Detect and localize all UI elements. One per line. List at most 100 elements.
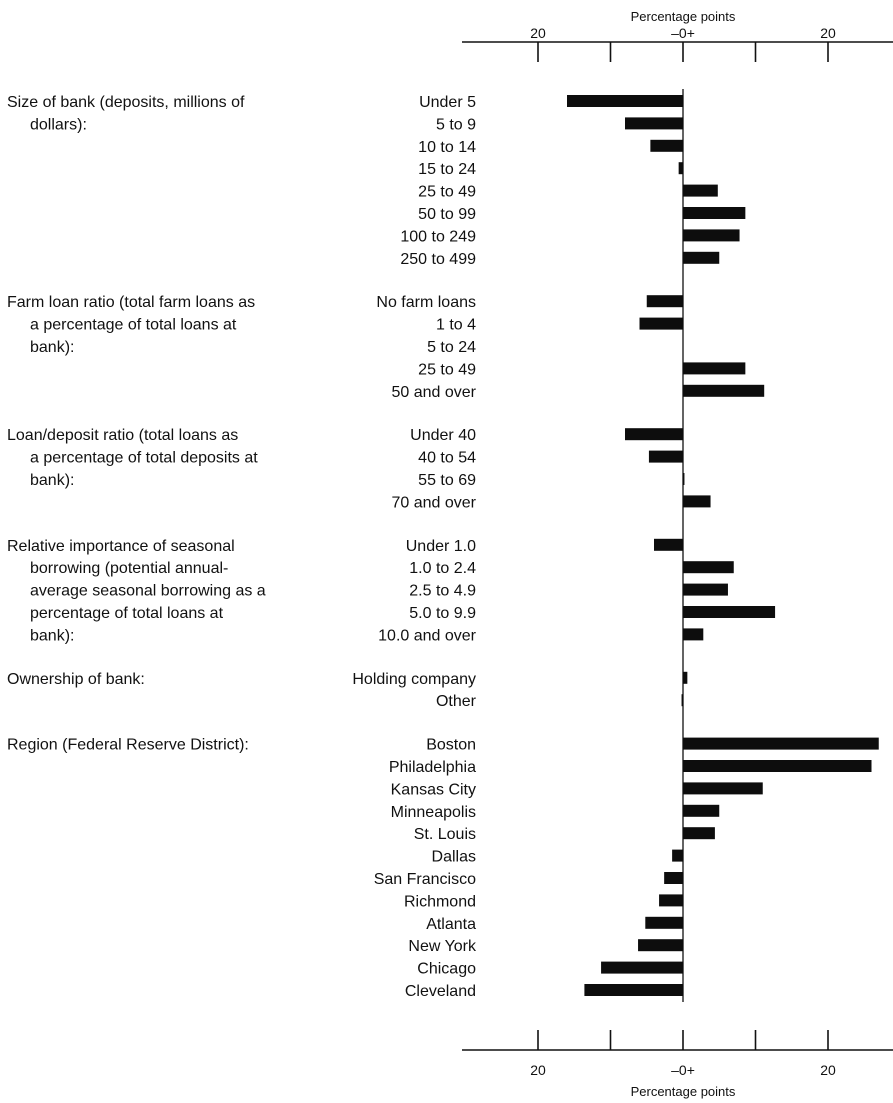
bar bbox=[601, 961, 683, 974]
bar bbox=[683, 362, 746, 375]
top-axis-title: Percentage points bbox=[631, 9, 736, 24]
category-label: 5.0 to 9.9 bbox=[409, 605, 476, 622]
bar bbox=[683, 671, 688, 684]
bar bbox=[672, 849, 683, 862]
category-label: Dallas bbox=[432, 849, 476, 866]
category-label: New York bbox=[408, 938, 477, 955]
category-label: No farm loans bbox=[376, 294, 476, 311]
group-label-line: Loan/deposit ratio (total loans as bbox=[7, 427, 238, 444]
category-label: Philadelphia bbox=[389, 759, 476, 776]
category-label: 25 to 49 bbox=[418, 361, 476, 378]
bar-group: Size of bank (deposits, millions of dolla… bbox=[7, 94, 746, 268]
bar bbox=[683, 628, 704, 641]
category-label: Under 5 bbox=[419, 94, 476, 111]
bar bbox=[664, 872, 683, 884]
category-label: 250 to 499 bbox=[400, 251, 476, 268]
category-label: 50 and over bbox=[391, 384, 476, 401]
bar bbox=[625, 428, 683, 441]
bar bbox=[683, 561, 734, 574]
groups-layer: Size of bank (deposits, millions of dolla… bbox=[7, 94, 879, 1000]
bar bbox=[659, 894, 683, 907]
bar bbox=[683, 782, 763, 795]
group-label-line: Region (Federal Reserve District): bbox=[7, 737, 249, 754]
bar bbox=[648, 450, 683, 463]
bar bbox=[683, 384, 765, 397]
category-label: 40 to 54 bbox=[418, 450, 476, 467]
category-label: 10 to 14 bbox=[418, 139, 476, 156]
category-label: 50 to 99 bbox=[418, 206, 476, 223]
bar bbox=[645, 916, 683, 929]
category-label: 1 to 4 bbox=[436, 317, 476, 334]
bottom-axis-title: Percentage points bbox=[631, 1084, 736, 1099]
category-label: 2.5 to 4.9 bbox=[409, 583, 476, 600]
bar bbox=[683, 184, 718, 197]
top-axis-tick-label: 20 bbox=[530, 25, 546, 41]
bar bbox=[567, 95, 683, 107]
category-label: Cleveland bbox=[405, 983, 476, 1000]
bar bbox=[683, 207, 746, 219]
bar bbox=[625, 117, 683, 130]
category-label: Other bbox=[436, 693, 477, 710]
bottom-axis-tick-label: 20 bbox=[530, 1062, 546, 1078]
top-axis-tick-label: –0+ bbox=[671, 25, 695, 41]
bar bbox=[683, 229, 740, 242]
bar bbox=[683, 583, 728, 596]
bottom-axis-tick-label: –0+ bbox=[671, 1062, 695, 1078]
bar bbox=[683, 251, 720, 264]
category-label: 15 to 24 bbox=[418, 161, 476, 178]
category-label: Under 1.0 bbox=[406, 538, 476, 555]
bar bbox=[683, 737, 879, 750]
group-label-line: bank): bbox=[30, 472, 74, 489]
group-label-line: Relative importance of seasonal bbox=[7, 538, 235, 555]
bar bbox=[650, 139, 683, 152]
bar bbox=[683, 760, 872, 772]
bar bbox=[639, 317, 683, 330]
group-label-line: a percentage of total deposits at bbox=[30, 450, 258, 467]
bar bbox=[584, 984, 683, 996]
bar-group: Farm loan ratio (total farm loans as a pe… bbox=[7, 294, 765, 401]
category-label: Boston bbox=[426, 737, 476, 754]
category-label: 55 to 69 bbox=[418, 472, 476, 489]
bar bbox=[638, 939, 683, 952]
bar bbox=[683, 827, 715, 840]
group-label-line: percentage of total loans at bbox=[30, 605, 224, 622]
top-axis: Percentage points 20 –0+ 20 bbox=[462, 9, 893, 62]
category-label: 100 to 249 bbox=[400, 228, 476, 245]
group-label-line: bank): bbox=[30, 627, 74, 644]
bar bbox=[683, 606, 776, 618]
bar bbox=[683, 804, 720, 817]
bar bbox=[683, 495, 711, 508]
group-label-line: Farm loan ratio (total farm loans as bbox=[7, 294, 255, 311]
category-label: Holding company bbox=[352, 671, 476, 688]
bottom-axis: Percentage points 20 –0+ 20 bbox=[462, 1030, 893, 1099]
bar bbox=[654, 538, 683, 551]
bottom-axis-tick-label: 20 bbox=[820, 1062, 836, 1078]
bar bbox=[678, 162, 683, 175]
group-label-line: Ownership of bank: bbox=[7, 671, 145, 688]
bar bbox=[683, 473, 685, 485]
category-label: 10.0 and over bbox=[378, 627, 477, 644]
category-label: 5 to 24 bbox=[427, 339, 476, 356]
group-label-line: Size of bank (deposits, millions of bbox=[7, 94, 245, 111]
category-label: Kansas City bbox=[391, 781, 476, 798]
category-label: Chicago bbox=[417, 961, 476, 978]
group-label-line: borrowing (potential annual- bbox=[30, 560, 228, 577]
category-label: Richmond bbox=[404, 893, 476, 910]
category-label: Under 40 bbox=[410, 427, 476, 444]
bar bbox=[681, 694, 683, 707]
category-label: 70 and over bbox=[391, 494, 476, 511]
group-label-line: average seasonal borrowing as a bbox=[30, 583, 266, 600]
group-label-line: a percentage of total loans at bbox=[30, 317, 237, 334]
category-label: San Francisco bbox=[374, 871, 476, 888]
bar-group: Ownership of bank: Holding company Other bbox=[7, 671, 688, 710]
group-label-line: dollars): bbox=[30, 116, 87, 133]
bar-group: Region (Federal Reserve District): Boston… bbox=[7, 737, 879, 1000]
top-axis-tick-label: 20 bbox=[820, 25, 836, 41]
bar-group: Relative importance of seasonal borrowing… bbox=[7, 538, 776, 644]
group-label-line: bank): bbox=[30, 339, 74, 356]
category-label: 1.0 to 2.4 bbox=[409, 560, 476, 577]
bar-group: Loan/deposit ratio (total loans as a perc… bbox=[7, 427, 711, 511]
bar bbox=[646, 295, 683, 308]
category-label: Minneapolis bbox=[391, 804, 476, 821]
